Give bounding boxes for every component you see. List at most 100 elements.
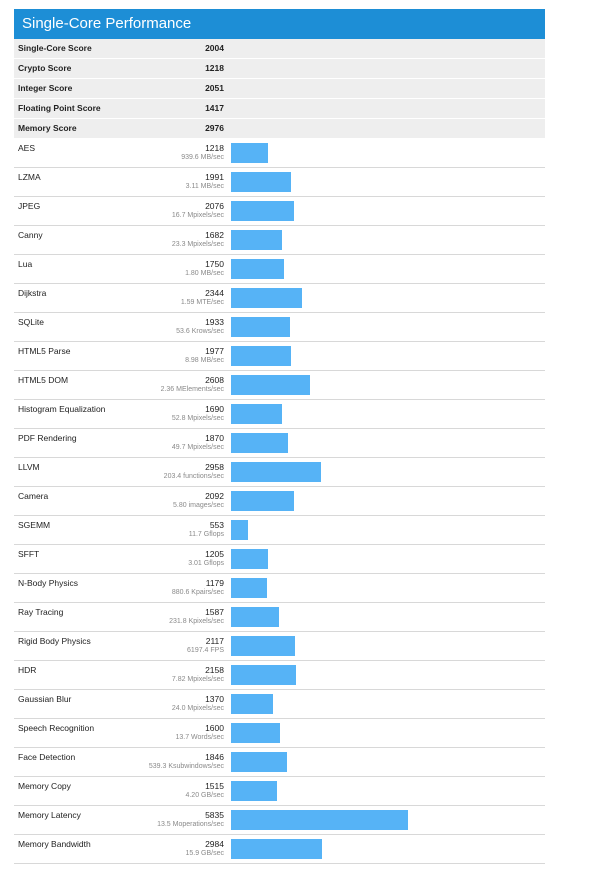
benchmark-throughput: 13.5 Moperations/sec [157,821,224,828]
benchmark-score: 1846 [205,752,224,762]
benchmark-row: Gaussian Blur 1370 24.0 Mpixels/sec [14,690,545,719]
benchmark-bar [231,578,267,598]
benchmark-throughput: 880.6 Kpairs/sec [171,589,224,596]
benchmark-throughput: 16.7 Mpixels/sec [171,212,224,219]
benchmark-name: SGEMM [18,520,51,530]
benchmark-score: 1750 [205,259,224,269]
benchmark-throughput: 203.4 functions/sec [163,473,224,480]
summary-value: 2976 [205,123,224,133]
benchmark-bar [231,607,279,627]
benchmark-row: Rigid Body Physics 2117 6197.4 FPS [14,632,545,661]
summary-row: Integer Score 2051 [14,79,545,99]
benchmark-score: 1682 [205,230,224,240]
benchmark-name: Ray Tracing [18,607,64,617]
benchmark-throughput: 11.7 Gflops [188,531,224,538]
benchmark-throughput: 939.6 MB/sec [181,154,224,161]
benchmark-name: AES [18,143,36,153]
benchmark-name: HTML5 Parse [18,346,71,356]
benchmark-bar [231,433,288,453]
benchmark-score: 553 [209,520,224,530]
benchmark-throughput: 4.20 GB/sec [185,792,224,799]
benchmark-name: LLVM [18,462,40,472]
benchmark-bar [231,288,302,308]
benchmark-row: HTML5 DOM 2608 2.36 MElements/sec [14,371,545,400]
summary-label: Memory Score [18,123,77,133]
benchmark-name: Speech Recognition [18,723,95,733]
benchmark-score: 2158 [205,665,224,675]
benchmark-score: 1515 [205,781,224,791]
benchmark-row: Memory Bandwidth 2984 15.9 GB/sec [14,835,545,864]
benchmark-throughput: 15.9 GB/sec [185,850,224,857]
benchmark-bar [231,839,322,859]
benchmark-score: 1600 [205,723,224,733]
benchmark-throughput: 23.3 Mpixels/sec [171,241,224,248]
summary-value: 2051 [205,83,224,93]
benchmark-bar [231,781,277,801]
summary-label: Integer Score [18,83,73,93]
summary-value: 1218 [205,63,224,73]
benchmark-score: 1218 [205,143,224,153]
benchmark-name: Memory Latency [18,810,81,820]
summary-label: Single-Core Score [18,43,92,53]
benchmark-row: Face Detection 1846 539.3 Ksubwindows/sec [14,748,545,777]
benchmark-score: 1370 [205,694,224,704]
benchmark-row: Dijkstra 2344 1.59 MTE/sec [14,284,545,313]
benchmark-name: Camera [18,491,49,501]
benchmark-throughput: 3.01 Gflops [188,560,224,567]
benchmark-name: Canny [18,230,43,240]
benchmark-name: SFFT [18,549,40,559]
benchmark-bar [231,143,268,163]
benchmark-name: LZMA [18,172,41,182]
summary-row: Memory Score 2976 [14,119,545,139]
benchmark-name: Gaussian Blur [18,694,72,704]
benchmark-name: SQLite [18,317,44,327]
benchmark-throughput: 52.8 Mpixels/sec [171,415,224,422]
benchmark-score: 1933 [205,317,224,327]
benchmark-throughput: 8.98 MB/sec [185,357,224,364]
benchmark-score: 1205 [205,549,224,559]
benchmark-row: SFFT 1205 3.01 Gflops [14,545,545,574]
benchmark-name: Dijkstra [18,288,47,298]
summary-row: Crypto Score 1218 [14,59,545,79]
benchmark-throughput: 7.82 Mpixels/sec [171,676,224,683]
benchmark-bar [231,694,273,714]
benchmark-row: Camera 2092 5.80 images/sec [14,487,545,516]
single-core-panel: Single-Core Performance Single-Core Scor… [14,9,545,864]
summary-table: Single-Core Score 2004 Crypto Score 1218 Int… [14,39,545,139]
benchmark-score: 1991 [205,172,224,182]
benchmark-score: 2076 [205,201,224,211]
summary-label: Crypto Score [18,63,72,73]
benchmark-bar [231,752,287,772]
benchmark-throughput: 53.6 Krows/sec [176,328,224,335]
benchmark-throughput: 5.80 images/sec [173,502,224,509]
summary-value: 2004 [205,43,224,53]
benchmark-row: Histogram Equalization 1690 52.8 Mpixels/s… [14,400,545,429]
benchmark-name: JPEG [18,201,41,211]
benchmark-bar [231,723,280,743]
benchmark-bar [231,201,294,221]
benchmark-throughput: 1.80 MB/sec [185,270,224,277]
benchmark-bar [231,491,294,511]
benchmark-chart: AES 1218 939.6 MB/sec LZMA 1991 3.11 MB/sec JP… [14,139,545,864]
benchmark-bar [231,404,282,424]
benchmark-name: Memory Bandwidth [18,839,91,849]
benchmark-throughput: 6197.4 FPS [187,647,224,654]
benchmark-row: LLVM 2958 203.4 functions/sec [14,458,545,487]
benchmark-bar [231,317,290,337]
benchmark-throughput: 13.7 Words/sec [175,734,224,741]
benchmark-score: 2117 [205,636,224,646]
benchmark-row: N-Body Physics 1179 880.6 Kpairs/sec [14,574,545,603]
benchmark-throughput: 49.7 Mpixels/sec [171,444,224,451]
benchmark-score: 1977 [205,346,224,356]
benchmark-row: Memory Latency 5835 13.5 Moperations/sec [14,806,545,835]
benchmark-bar [231,462,321,482]
benchmark-throughput: 24.0 Mpixels/sec [171,705,224,712]
benchmark-score: 1587 [205,607,224,617]
benchmark-row: HTML5 Parse 1977 8.98 MB/sec [14,342,545,371]
benchmark-bar [231,259,284,279]
benchmark-name: N-Body Physics [18,578,78,588]
benchmark-score: 2344 [205,288,224,298]
benchmark-throughput: 3.11 MB/sec [185,183,224,190]
benchmark-bar [231,375,310,395]
benchmark-bar [231,636,295,656]
